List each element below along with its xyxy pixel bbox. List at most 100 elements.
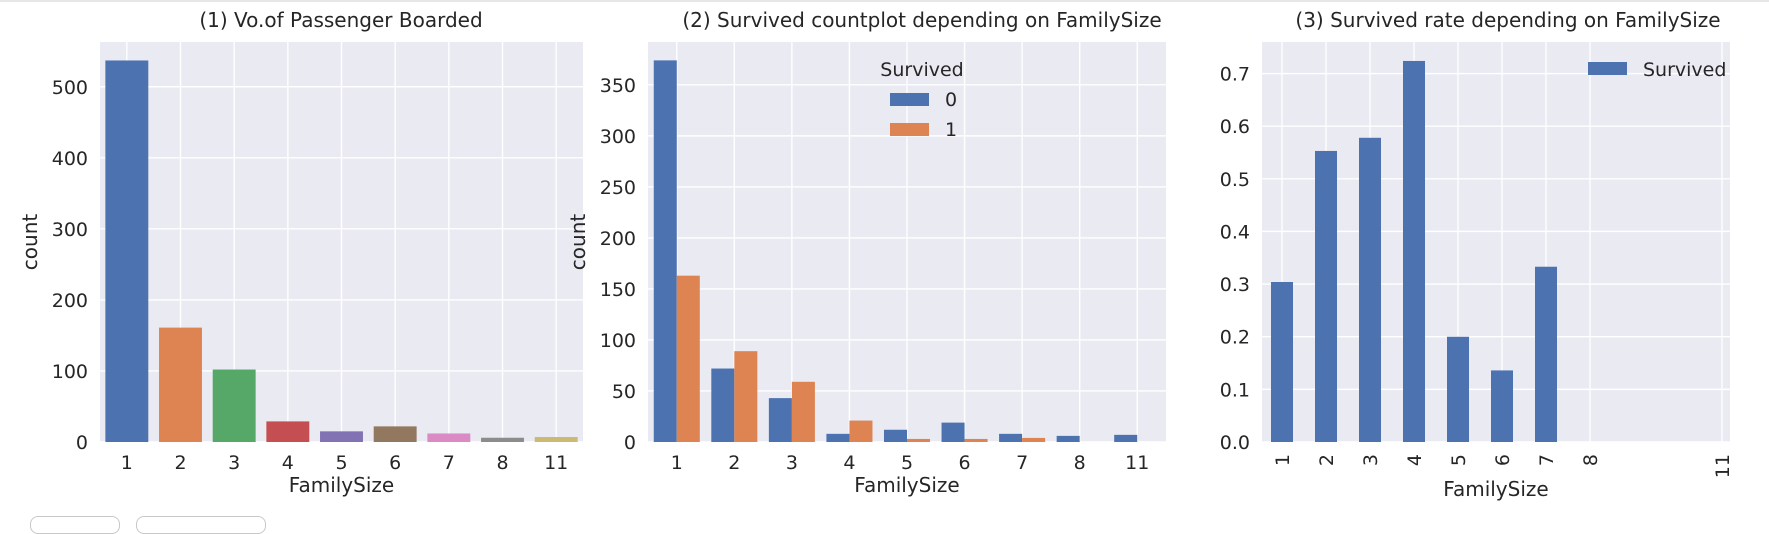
y-tick-label: 300 <box>52 219 88 241</box>
y-tick-label: 250 <box>600 177 636 199</box>
x-axis-label: FamilySize <box>854 473 959 497</box>
toolbar-pill-1[interactable] <box>30 516 120 534</box>
bar-5 <box>320 431 363 442</box>
x-tick-label: 4 <box>843 452 855 474</box>
x-tick-label: 3 <box>786 452 798 474</box>
y-tick-label: 100 <box>52 361 88 383</box>
bar-5-survived-0 <box>883 429 907 442</box>
bar-6 <box>373 426 417 442</box>
y-tick-label: 400 <box>52 148 88 170</box>
x-tick-label: 7 <box>443 452 455 474</box>
x-tick-label: 2 <box>174 452 186 474</box>
bar-7 <box>427 433 471 442</box>
legend-label: 0 <box>945 89 957 111</box>
legend-swatch-0 <box>890 93 929 106</box>
legend-label: 1 <box>945 119 957 141</box>
bar-1 <box>105 60 149 442</box>
y-tick-label: 0.5 <box>1220 169 1250 191</box>
legend-title: Survived <box>880 59 963 81</box>
bar-2-survived-0 <box>711 368 735 442</box>
y-tick-label: 0.6 <box>1220 116 1250 138</box>
y-tick-label: 100 <box>600 330 636 352</box>
bar-5 <box>1447 336 1469 442</box>
x-tick-label: 5 <box>335 452 347 474</box>
legend-swatch-1 <box>890 123 929 136</box>
y-tick-label: 300 <box>600 126 636 148</box>
y-tick-label: 0.1 <box>1220 379 1250 401</box>
toolbar-pill-2[interactable] <box>136 516 266 534</box>
bar-2 <box>159 327 202 442</box>
bar-6-survived-0 <box>941 422 965 442</box>
y-tick-label: 50 <box>612 381 636 403</box>
x-tick-label: 3 <box>1360 454 1382 466</box>
y-tick-label: 0.3 <box>1220 274 1250 296</box>
y-tick-label: 500 <box>52 77 88 99</box>
x-axis-label: FamilySize <box>1443 477 1548 501</box>
legend-label: Survived <box>1643 59 1726 81</box>
x-tick-label: 1 <box>1272 454 1294 466</box>
x-tick-label: 8 <box>496 452 508 474</box>
chart-title: (2) Survived countplot depending on Fami… <box>682 8 1161 32</box>
y-tick-label: 0 <box>624 432 636 454</box>
y-tick-label: 0 <box>76 432 88 454</box>
bar-2-survived-1 <box>734 351 758 442</box>
bar-4-survived-1 <box>849 420 873 442</box>
bar-4 <box>1403 60 1425 443</box>
x-tick-label: 11 <box>1712 454 1734 478</box>
y-tick-label: 150 <box>600 279 636 301</box>
bar-3-survived-1 <box>791 381 815 442</box>
bar-8 <box>481 437 524 442</box>
x-tick-label: 2 <box>728 452 740 474</box>
bar-5-survived-1 <box>907 438 931 442</box>
bar-4 <box>266 421 310 442</box>
bar-7-survived-1 <box>1022 437 1046 442</box>
x-tick-label: 1 <box>121 452 133 474</box>
x-axis-label: FamilySize <box>289 473 394 497</box>
bar-3 <box>1359 137 1381 442</box>
x-tick-label: 2 <box>1316 454 1338 466</box>
bar-1 <box>1271 282 1293 442</box>
x-tick-label: 7 <box>1016 452 1028 474</box>
x-tick-label: 4 <box>282 452 294 474</box>
y-tick-label: 0.2 <box>1220 327 1250 349</box>
x-tick-label: 4 <box>1404 454 1426 466</box>
x-tick-label: 6 <box>389 452 401 474</box>
y-tick-label: 200 <box>52 290 88 312</box>
x-tick-label: 11 <box>1125 452 1149 474</box>
x-tick-label: 3 <box>228 452 240 474</box>
x-tick-label: 6 <box>959 452 971 474</box>
bar-3-survived-0 <box>768 398 792 442</box>
legend-swatch-survived <box>1588 62 1627 75</box>
top-border <box>0 0 1769 2</box>
y-tick-label: 0.0 <box>1220 432 1250 454</box>
bar-7 <box>1535 266 1557 442</box>
bar-7-survived-0 <box>999 433 1023 442</box>
bar-11-survived-0 <box>1114 434 1138 442</box>
x-tick-label: 11 <box>544 452 568 474</box>
x-tick-label: 6 <box>1492 454 1514 466</box>
y-axis-label: count <box>18 214 42 271</box>
x-tick-label: 8 <box>1580 454 1602 466</box>
y-tick-label: 0.4 <box>1220 221 1250 243</box>
bar-6 <box>1491 370 1513 442</box>
bar-11 <box>534 437 578 442</box>
bar-1-survived-0 <box>653 60 677 443</box>
x-tick-label: 5 <box>1448 454 1470 466</box>
chart-title: (3) Survived rate depending on FamilySiz… <box>1295 8 1720 32</box>
x-tick-label: 8 <box>1074 452 1086 474</box>
chart-title: (1) Vo.of Passenger Boarded <box>199 8 482 32</box>
x-tick-label: 1 <box>671 452 683 474</box>
y-axis-label: count <box>566 214 590 271</box>
x-tick-label: 5 <box>901 452 913 474</box>
y-tick-label: 200 <box>600 228 636 250</box>
bar-6-survived-1 <box>964 438 988 442</box>
bar-8-survived-0 <box>1056 435 1080 442</box>
bar-3 <box>212 369 256 442</box>
bar-4-survived-0 <box>826 433 850 442</box>
y-tick-label: 350 <box>600 75 636 97</box>
x-tick-label: 7 <box>1536 454 1558 466</box>
bar-2 <box>1315 150 1337 442</box>
bar-1-survived-1 <box>676 275 700 442</box>
y-tick-label: 0.7 <box>1220 64 1250 86</box>
